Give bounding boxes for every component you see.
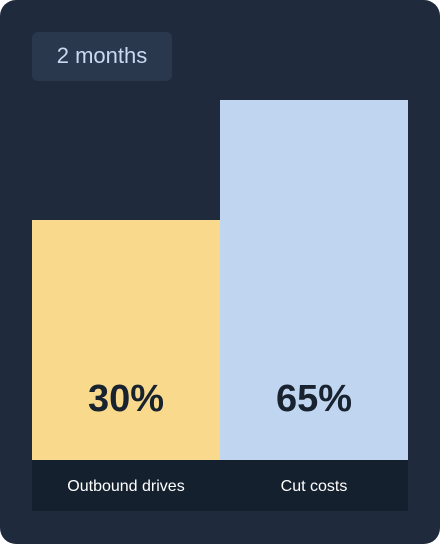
category-strip [32, 460, 408, 511]
value-label: 30% [88, 378, 164, 420]
category-label: Outbound drives [67, 478, 184, 495]
category-label: Cut costs [281, 478, 348, 495]
badge [32, 32, 172, 81]
bar [220, 100, 408, 460]
badge-label: 2 months [57, 43, 148, 68]
value-label: 65% [276, 378, 352, 420]
bar [32, 220, 220, 460]
